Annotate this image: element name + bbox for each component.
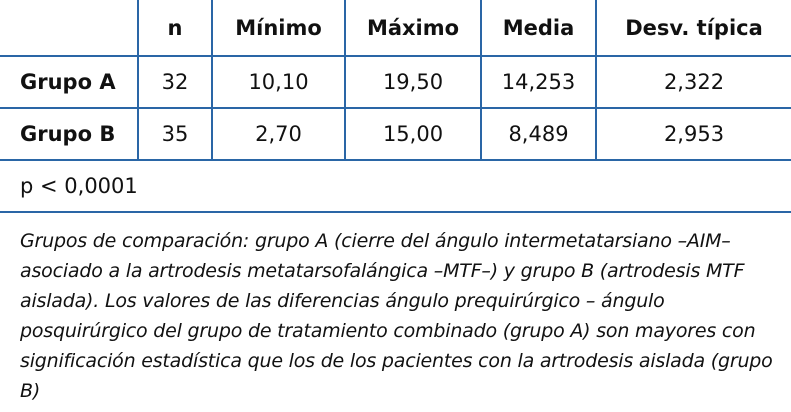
cell-min: 10,10: [211, 55, 346, 109]
row-label: Grupo A: [0, 55, 139, 109]
cell-mean: 14,253: [480, 55, 597, 109]
header-min: Mínimo: [211, 0, 346, 57]
p-value-row: p < 0,0001: [0, 159, 791, 213]
statistics-table: n Mínimo Máximo Media Desv. típica Grupo…: [0, 0, 791, 213]
table-row: Grupo B 35 2,70 15,00 8,489 2,953: [0, 107, 791, 161]
header-max: Máximo: [344, 0, 482, 57]
table-row: Grupo A 32 10,10 19,50 14,253 2,322: [0, 55, 791, 109]
cell-max: 19,50: [344, 55, 482, 109]
cell-n: 35: [137, 107, 213, 161]
header-n: n: [137, 0, 213, 57]
header-mean: Media: [480, 0, 597, 57]
cell-sd: 2,953: [595, 107, 791, 161]
cell-mean: 8,489: [480, 107, 597, 161]
cell-sd: 2,322: [595, 55, 791, 109]
cell-min: 2,70: [211, 107, 346, 161]
header-empty: [0, 0, 139, 57]
p-value: p < 0,0001: [0, 159, 791, 213]
cell-max: 15,00: [344, 107, 482, 161]
header-row: n Mínimo Máximo Media Desv. típica: [0, 0, 791, 57]
cell-n: 32: [137, 55, 213, 109]
header-sd: Desv. típica: [595, 0, 791, 57]
row-label: Grupo B: [0, 107, 139, 161]
table-footnote: Grupos de comparación: grupo A (cierre d…: [20, 230, 773, 402]
